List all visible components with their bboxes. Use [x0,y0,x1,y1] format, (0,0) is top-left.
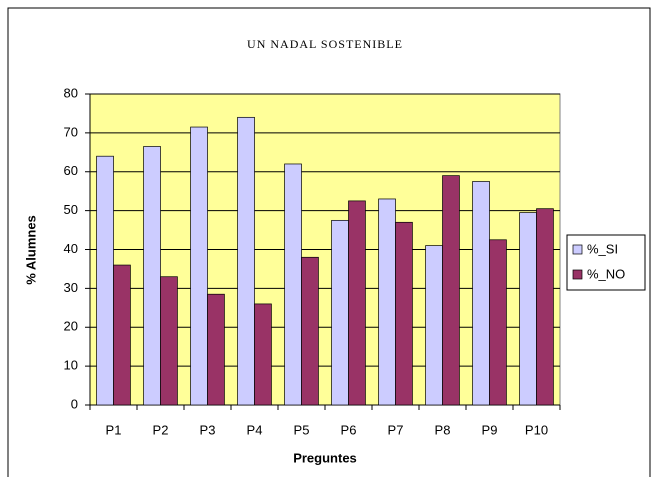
bar [489,239,507,406]
legend-label: %_NO [587,266,625,281]
bar [425,245,443,406]
bar [301,256,319,406]
y-tick-label: 40 [64,241,78,256]
x-axis-label: Preguntes [293,450,357,465]
y-axis-label: % Alumnes [23,215,38,285]
bar [96,155,114,406]
bar [442,175,460,406]
bar [160,276,178,406]
bar [113,264,131,406]
x-tick-label: P4 [247,422,263,437]
bar [472,181,490,406]
x-tick-label: P7 [388,422,404,437]
x-tick-label: P9 [482,422,498,437]
x-tick-label: P6 [341,422,357,437]
bar [207,293,225,406]
bar [395,221,413,406]
x-tick-label: P8 [435,422,451,437]
bar [536,208,554,406]
legend-box [566,234,646,291]
y-tick-label: 20 [64,319,78,334]
y-tick-label: 10 [64,358,78,373]
y-tick-label: 0 [71,396,78,411]
bar [254,303,272,406]
bar [331,219,349,406]
legend-swatch [572,269,583,280]
x-tick-label: P2 [153,422,169,437]
bar [348,200,366,406]
y-tick-label: 80 [64,85,78,100]
bar [190,126,208,406]
y-tick-label: 60 [64,163,78,178]
bar [237,116,255,406]
y-tick-label: 70 [64,124,78,139]
x-tick-label: P5 [294,422,310,437]
chart-title: UN NADAL SOSTENIBLE [247,37,403,51]
bar [378,198,396,406]
bar [519,212,537,406]
x-tick-label: P1 [106,422,122,437]
bar [284,163,302,406]
y-tick-label: 50 [64,202,78,217]
legend-swatch [572,244,583,255]
x-tick-label: P3 [200,422,216,437]
x-tick-label: P10 [525,422,548,437]
legend-label: %_SI [587,241,618,256]
bar [143,146,161,406]
y-tick-label: 30 [64,280,78,295]
